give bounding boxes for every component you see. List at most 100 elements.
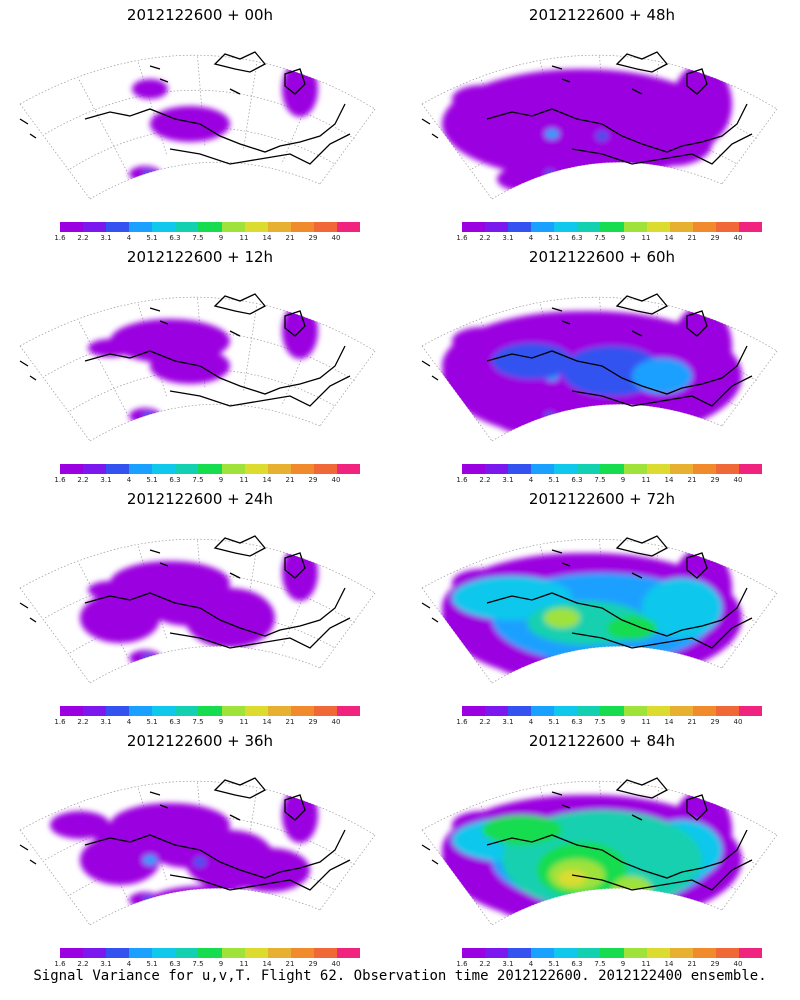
colorbar-ticks: 1.6 2.2 3.1 4 5.1 6.3 7.5 9 11 14 21 29 40 xyxy=(52,476,372,486)
colorbar-swatch xyxy=(508,222,532,232)
polar-map xyxy=(421,777,778,926)
colorbar-tick-label: 9 xyxy=(620,234,626,242)
colorbar-tick-label: 40 xyxy=(733,476,743,484)
colorbar-swatch xyxy=(175,464,199,474)
colorbar-tick-label: 9 xyxy=(218,960,224,968)
colorbar-tick-label: 4 xyxy=(528,476,534,484)
colorbar-swatch xyxy=(715,464,739,474)
colorbar-swatch xyxy=(669,948,693,958)
colorbar-swatch xyxy=(83,706,107,716)
colorbar-tick-label: 4 xyxy=(126,960,132,968)
colorbar-tick-label: 11 xyxy=(641,718,651,726)
colorbar-tick-label: 1.6 xyxy=(54,718,66,726)
colorbar-swatch xyxy=(336,706,361,716)
colorbar-tick-label: 40 xyxy=(733,234,743,242)
colorbar-tick-label: 4 xyxy=(126,234,132,242)
colorbar-swatch xyxy=(152,222,176,232)
colorbar-swatch xyxy=(60,706,84,716)
colorbar-tick-label: 4 xyxy=(528,960,534,968)
colorbar-tick-label: 29 xyxy=(710,476,720,484)
colorbar-swatch xyxy=(692,948,716,958)
colorbar-tick-label: 21 xyxy=(687,718,697,726)
coastline xyxy=(421,535,753,649)
colorbar-tick-label: 1.6 xyxy=(54,234,66,242)
colorbar-ticks: 1.6 2.2 3.1 4 5.1 6.3 7.5 9 11 14 21 29 40 xyxy=(52,718,372,728)
map-panel: 2012122600 + 60h 1.6 2.2 3.1 4 5.1 6.3 7.5 9 11 14… xyxy=(402,242,800,484)
colorbar-tick-label: 40 xyxy=(331,476,341,484)
variance-field xyxy=(50,787,318,925)
colorbar-tick-label: 7.5 xyxy=(192,234,204,242)
coastline xyxy=(421,777,753,891)
colorbar-tick-label: 9 xyxy=(620,718,626,726)
colorbar-tick-label: 6.3 xyxy=(169,960,181,968)
map-panel: 2012122600 + 36h 1.6 2.2 3.1 4 5.1 6.3 7.5 9 11 14… xyxy=(0,726,400,968)
colorbar-swatch xyxy=(152,464,176,474)
colorbar-swatch xyxy=(198,464,222,474)
colorbar-swatch xyxy=(129,464,153,474)
colorbar-tick-label: 40 xyxy=(733,960,743,968)
colorbar-tick-label: 14 xyxy=(262,476,272,484)
colorbar-swatch xyxy=(554,706,578,716)
colorbar-swatch xyxy=(244,706,268,716)
colorbar-swatch xyxy=(106,706,130,716)
colorbar-swatch xyxy=(554,464,578,474)
colorbar-swatch xyxy=(290,706,314,716)
colorbar-swatch xyxy=(623,222,647,232)
panel-title: 2012122600 + 84h xyxy=(528,732,676,750)
panel-title: 2012122600 + 36h xyxy=(126,732,274,750)
colorbar-tick-label: 1.6 xyxy=(456,476,468,484)
coastline xyxy=(19,51,351,165)
coastline xyxy=(421,293,753,407)
colorbar-tick-label: 29 xyxy=(308,718,318,726)
colorbar-tick-label: 29 xyxy=(308,476,318,484)
colorbar-tick-label: 3.1 xyxy=(502,476,514,484)
colorbar-swatch xyxy=(221,706,245,716)
colorbar-swatch xyxy=(152,706,176,716)
colorbar-ticks: 1.6 2.2 3.1 4 5.1 6.3 7.5 9 11 14 21 29 40 xyxy=(454,718,774,728)
colorbar-swatch xyxy=(738,222,763,232)
map-panel: 2012122600 + 00h 1.6 2.2 3.1 4 5.1 6.3 7.5 9 11 14… xyxy=(0,0,400,242)
colorbar-swatch xyxy=(462,706,486,716)
panel-title: 2012122600 + 48h xyxy=(528,6,676,24)
colorbar-tick-label: 1.6 xyxy=(54,960,66,968)
colorbar-swatch xyxy=(600,464,624,474)
colorbar-swatch xyxy=(508,948,532,958)
coastline xyxy=(19,535,351,649)
colorbar-ticks: 1.6 2.2 3.1 4 5.1 6.3 7.5 9 11 14 21 29 40 xyxy=(52,234,372,244)
colorbar-swatch xyxy=(198,948,222,958)
colorbar-swatch xyxy=(531,222,555,232)
colorbar-tick-label: 3.1 xyxy=(502,960,514,968)
colorbar-swatch xyxy=(267,464,291,474)
colorbar-tick-label: 6.3 xyxy=(571,476,583,484)
panel-title: 2012122600 + 24h xyxy=(126,490,274,508)
colorbar-tick-label: 4 xyxy=(528,234,534,242)
colorbar-swatch xyxy=(646,706,670,716)
colorbar-swatch xyxy=(554,222,578,232)
polar-map xyxy=(421,51,778,200)
map-panel: 2012122600 + 84h 1.6 2.2 3.1 4 5.1 6.3 7.5 9 11 14… xyxy=(402,726,800,968)
panel-grid: 2012122600 + 00h 1.6 2.2 3.1 4 5.1 6.3 7.5 9 11 14… xyxy=(0,0,800,968)
colorbar-tick-label: 3.1 xyxy=(100,960,112,968)
colorbar-swatch xyxy=(554,948,578,958)
colorbar xyxy=(462,464,763,474)
colorbar-swatch xyxy=(221,464,245,474)
colorbar-swatch xyxy=(60,464,84,474)
map-panel: 2012122600 + 48h 1.6 2.2 3.1 4 5.1 6.3 7.5 9 11 14… xyxy=(402,0,800,242)
colorbar-ticks: 1.6 2.2 3.1 4 5.1 6.3 7.5 9 11 14 21 29 40 xyxy=(454,960,774,970)
colorbar-tick-label: 21 xyxy=(285,960,295,968)
colorbar-swatch xyxy=(83,464,107,474)
colorbar-swatch xyxy=(462,464,486,474)
colorbar-swatch xyxy=(336,222,361,232)
colorbar-swatch xyxy=(600,948,624,958)
colorbar-swatch xyxy=(485,948,509,958)
colorbar-tick-label: 9 xyxy=(218,718,224,726)
colorbar-tick-label: 6.3 xyxy=(571,718,583,726)
colorbar-swatch xyxy=(577,222,601,232)
colorbar-swatch xyxy=(221,222,245,232)
colorbar xyxy=(60,948,361,958)
colorbar-tick-label: 11 xyxy=(239,476,249,484)
colorbar-tick-label: 40 xyxy=(331,960,341,968)
colorbar xyxy=(60,464,361,474)
colorbar-swatch xyxy=(175,222,199,232)
colorbar xyxy=(60,222,361,232)
